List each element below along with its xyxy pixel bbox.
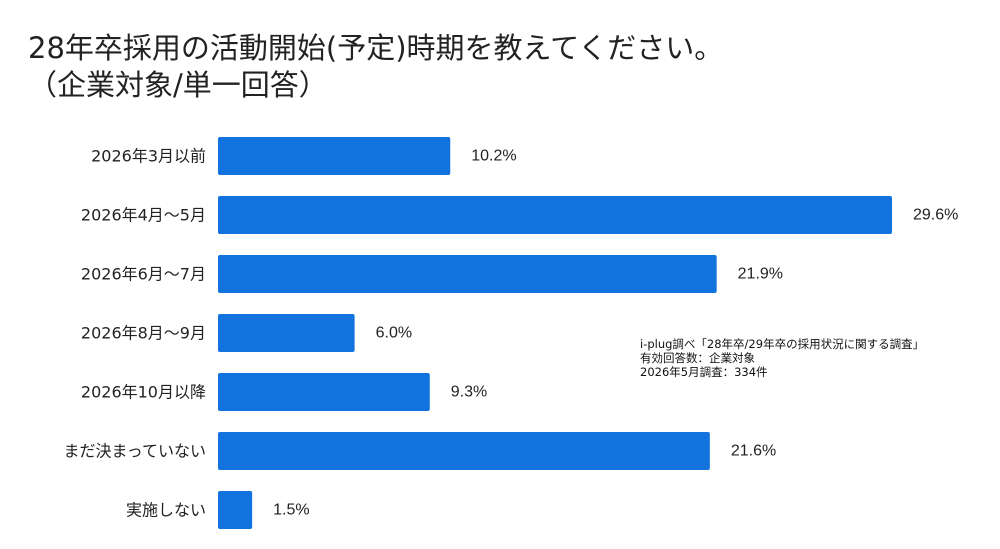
data-label: 21.6% [731,443,776,460]
data-label: 29.6% [913,207,958,224]
bar [218,314,355,352]
survey-note: i-plug調べ「28年卒/29年卒の採用状況に関する調査」 有効回答数：企業対… [640,337,924,379]
category-label: 2026年4月～5月 [81,206,206,225]
data-label: 9.3% [451,384,487,401]
category-label: 2026年8月～9月 [81,324,206,343]
data-label: 21.9% [738,266,783,283]
chart-title-line-2: （企業対象/単一回答） [28,68,328,102]
bar [218,255,717,293]
survey-note-date: 2026年5月調査：334件 [640,365,768,379]
bar [218,137,451,175]
category-label: 2026年10月以降 [81,383,206,402]
bar [218,196,892,234]
bar [218,432,710,470]
category-label: まだ決まっていない [63,442,206,461]
survey-note-source: i-plug調べ「28年卒/29年卒の採用状況に関する調査」 [640,337,925,351]
category-label: 2026年6月～7月 [81,265,206,284]
data-label: 1.5% [273,502,309,519]
data-label: 10.2% [471,148,516,165]
bar [218,491,253,529]
category-label: 実施しない [126,501,206,520]
chart-title: 28年卒採用の活動開始(予定)時期を教えてください。 （企業対象/単一回答） [28,30,723,104]
chart-title-line-1: 28年卒採用の活動開始(予定)時期を教えてください。 [28,31,724,65]
data-label: 6.0% [376,325,412,342]
survey-note-respondents: 有効回答数：企業対象 [640,351,755,365]
bar [218,373,430,411]
category-label: 2026年3月以前 [91,147,206,166]
